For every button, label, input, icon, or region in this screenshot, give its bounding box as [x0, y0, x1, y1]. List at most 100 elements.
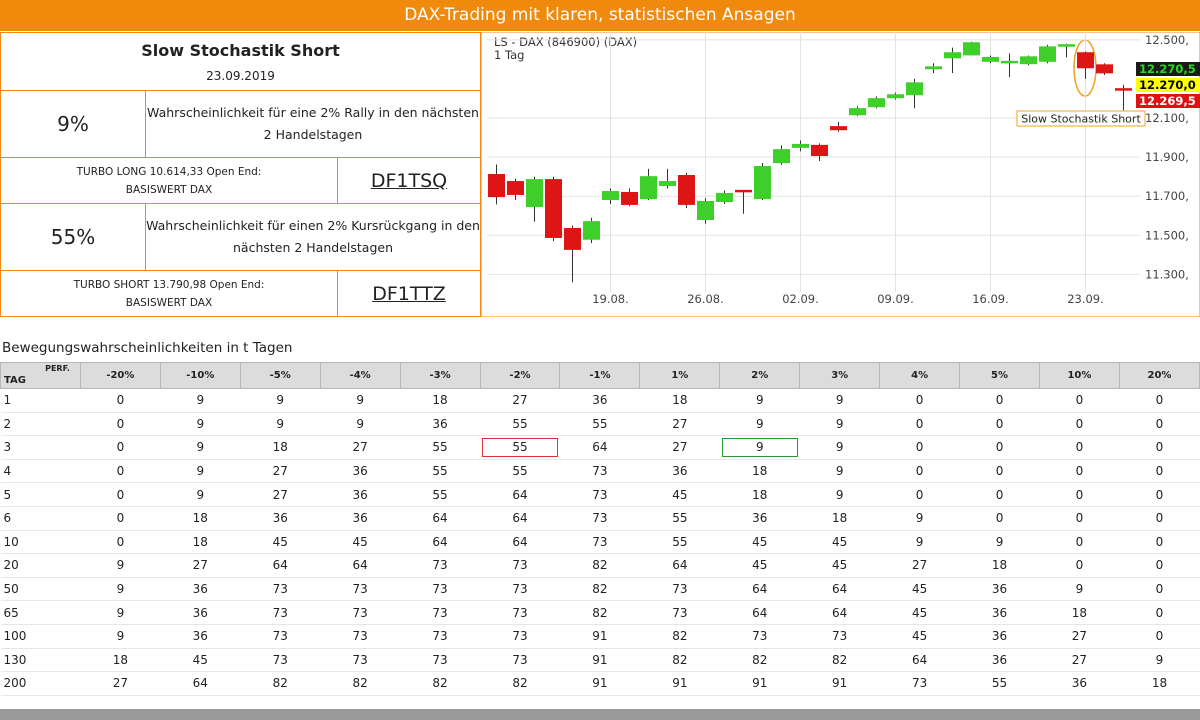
- cell: 36: [959, 600, 1040, 625]
- cell: 27: [1039, 648, 1120, 673]
- long-wkn-link[interactable]: DF1TSQ: [370, 169, 448, 192]
- column-label: 10%: [1038, 362, 1120, 389]
- cell: 64: [719, 577, 800, 602]
- table-row: 1 0 9 9 9 18 27 36 18 9 9 0 0 0 0: [0, 388, 1200, 413]
- table-row: 10 0 18 45 45 64 64 73 55 45 45 9 9 0 0: [0, 530, 1200, 555]
- cell: 73: [320, 600, 401, 625]
- column-label: 5%: [959, 362, 1040, 389]
- short-wkn-link[interactable]: DF1TTZ: [372, 282, 446, 305]
- cell: 64: [559, 435, 640, 460]
- cell: 0: [1119, 553, 1200, 578]
- cell: 0: [1039, 482, 1120, 507]
- cell: 73: [240, 600, 321, 625]
- column-label: -10%: [159, 362, 241, 389]
- cell: 91: [639, 671, 720, 696]
- x-tick-label: 16.09.: [972, 292, 1009, 306]
- candle-body: [621, 191, 638, 205]
- cell: 45: [879, 577, 960, 602]
- candle-body: [1039, 46, 1056, 62]
- x-tick-label: 26.08.: [687, 292, 724, 306]
- row-label: 4: [0, 459, 81, 484]
- candle-body: [887, 94, 904, 99]
- cell: 0: [879, 435, 960, 460]
- cell: 9: [719, 435, 800, 460]
- cell: 9: [799, 388, 880, 413]
- cell: 45: [160, 648, 241, 673]
- cell: 73: [559, 506, 640, 531]
- cell: 82: [639, 624, 720, 649]
- candle-body: [1115, 88, 1132, 91]
- cell: 73: [400, 648, 481, 673]
- cell: 0: [80, 530, 161, 555]
- table-row: 65 9 36 73 73 73 73 82 73 64 64 45 36 18 0: [0, 600, 1200, 625]
- table-row: 5 0 9 27 36 55 64 73 45 18 9 0 0 0 0: [0, 482, 1200, 507]
- cell: 0: [1119, 530, 1200, 555]
- cell: 36: [320, 459, 401, 484]
- table-row: 3 0 9 18 27 55 55 64 27 9 9 0 0 0 0: [0, 435, 1200, 460]
- cell: 55: [639, 506, 720, 531]
- cell: 73: [320, 648, 401, 673]
- price-tag-label: 12.270,0: [1139, 78, 1196, 92]
- cell: 9: [160, 388, 241, 413]
- candle-body: [1001, 60, 1018, 64]
- column-label: 20%: [1118, 362, 1200, 389]
- cell: 73: [719, 624, 800, 649]
- cell: 73: [320, 624, 401, 649]
- price-tag-label: 12.270,5: [1139, 62, 1196, 76]
- cell: 73: [480, 577, 560, 602]
- cell: 9: [1039, 577, 1120, 602]
- cell: 64: [799, 577, 880, 602]
- cell: 82: [719, 648, 800, 673]
- y-tick-label: 11.500,: [1145, 228, 1189, 242]
- cell: 0: [1119, 459, 1200, 484]
- cell: 27: [320, 435, 401, 460]
- cell: 73: [879, 671, 960, 696]
- cell: 27: [240, 482, 321, 507]
- cell: 45: [879, 624, 960, 649]
- cell: 9: [719, 388, 800, 413]
- cell: 36: [240, 506, 321, 531]
- row-label: 50: [0, 577, 81, 602]
- table-row: 200 27 64 82 82 82 82 91 91 91 91 73 55 36 18: [0, 671, 1200, 696]
- cell: 9: [879, 506, 960, 531]
- candle-body: [1077, 52, 1094, 69]
- cell: 0: [1039, 412, 1120, 437]
- cell: 73: [639, 600, 720, 625]
- cell: 0: [879, 482, 960, 507]
- cell: 64: [480, 530, 560, 555]
- cell: 36: [160, 624, 241, 649]
- price-tag: [1136, 62, 1200, 76]
- chart-subtitle: 1 Tag: [494, 48, 524, 62]
- cell: 64: [799, 600, 880, 625]
- candle-body: [678, 174, 695, 205]
- cell: 82: [799, 648, 880, 673]
- cell: 82: [559, 577, 640, 602]
- cell: 0: [80, 435, 161, 460]
- long-text: Wahrscheinlichkeit für eine 2% Rally in …: [145, 90, 481, 158]
- y-tick-label: 12.500,: [1145, 33, 1189, 47]
- cell: 0: [80, 412, 161, 437]
- signal-header: Slow Stochastik Short 23.09.2019: [0, 32, 481, 91]
- cell: 27: [879, 553, 960, 578]
- chart: LS - DAX (846900) (DAX) 1 Tag 11.300, 11.…: [481, 32, 1200, 317]
- price-tag: [1136, 94, 1200, 108]
- cell: 55: [480, 435, 560, 460]
- candle-body: [773, 149, 790, 164]
- cell: 9: [240, 412, 321, 437]
- row-label: 65: [0, 600, 81, 625]
- cell: 55: [480, 412, 560, 437]
- candle-body: [792, 143, 809, 148]
- column-label: -1%: [559, 362, 641, 389]
- cell: 73: [240, 624, 321, 649]
- price-tag: [1136, 78, 1200, 92]
- cell: 27: [1039, 624, 1120, 649]
- table-row: 20 9 27 64 64 73 73 82 64 45 45 27 18 0 0: [0, 553, 1200, 578]
- cell: 18: [799, 506, 880, 531]
- column-label: 1%: [639, 362, 721, 389]
- cell: 55: [400, 482, 481, 507]
- candle-body: [1020, 56, 1037, 65]
- chart-frame: [481, 32, 1200, 317]
- short-product: TURBO SHORT 13.790,98 Open End: BASISWER…: [0, 270, 338, 317]
- cell: 36: [320, 482, 401, 507]
